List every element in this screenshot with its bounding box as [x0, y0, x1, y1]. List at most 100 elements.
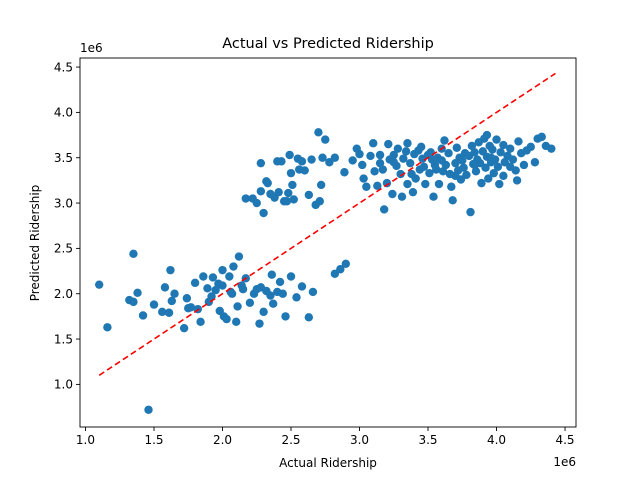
y-tick-label: 2.0	[54, 287, 73, 301]
data-point	[492, 135, 501, 144]
data-point	[149, 300, 159, 309]
data-point	[241, 194, 250, 203]
data-point	[499, 171, 508, 181]
data-point	[129, 297, 138, 307]
data-point	[426, 148, 435, 157]
data-point	[277, 157, 286, 166]
data-point	[514, 137, 523, 146]
data-point	[459, 163, 468, 172]
data-point	[208, 273, 218, 282]
data-point	[268, 299, 278, 308]
x-tick-label: 2.0	[213, 433, 232, 447]
data-point	[318, 153, 327, 162]
data-point	[267, 270, 277, 279]
data-point	[321, 135, 330, 144]
x-tick-label: 4.0	[487, 433, 506, 447]
y-tick-label: 2.5	[54, 242, 73, 256]
data-point	[429, 192, 438, 201]
data-point	[229, 262, 238, 271]
data-point	[547, 144, 556, 153]
data-point	[286, 168, 296, 178]
data-point	[315, 197, 324, 206]
data-point	[432, 165, 441, 174]
data-point	[408, 187, 418, 197]
data-point	[289, 195, 298, 204]
data-point	[233, 302, 242, 311]
data-point	[225, 272, 234, 281]
data-point	[158, 307, 167, 317]
data-point	[284, 188, 293, 198]
data-point	[440, 136, 449, 145]
y-tick-label: 1.5	[54, 332, 73, 346]
data-point	[471, 167, 481, 176]
data-point	[182, 294, 192, 303]
y-tick-label: 1.0	[54, 378, 73, 392]
data-point	[434, 179, 444, 189]
data-point	[526, 142, 535, 152]
data-point	[466, 207, 475, 217]
x-axis-label: Actual Ridership	[279, 456, 377, 470]
data-point	[203, 284, 212, 293]
y-axis-ticks: 1.0 1.5 2.0 2.5 3.0 3.5 4.0 4.5	[54, 60, 80, 392]
data-point	[403, 179, 412, 189]
data-point	[438, 167, 448, 176]
data-point	[512, 176, 522, 185]
x-axis-ticks: 1.0 1.5 2.0 2.5 3.0 3.5 4.0 4.5	[76, 427, 575, 447]
data-point	[401, 147, 411, 156]
data-point	[375, 158, 385, 168]
data-point	[406, 158, 415, 168]
data-point	[286, 272, 296, 281]
data-point	[355, 149, 364, 159]
data-point	[281, 312, 290, 321]
data-point	[477, 178, 486, 188]
data-point	[499, 140, 508, 150]
data-point	[375, 150, 385, 160]
data-point	[470, 148, 479, 157]
data-point	[274, 187, 283, 197]
data-point	[467, 141, 477, 151]
y-axis-label: Predicted Ridership	[28, 185, 42, 302]
chart-title: Actual vs Predicted Ridership	[222, 36, 434, 52]
data-point	[259, 307, 268, 317]
y-tick-label: 4.5	[54, 60, 73, 74]
data-point	[369, 139, 378, 148]
y-tick-label: 3.0	[54, 196, 73, 210]
data-point	[256, 158, 266, 168]
data-point	[222, 314, 231, 324]
data-point	[278, 289, 287, 298]
data-point	[382, 178, 392, 188]
data-point	[199, 272, 208, 281]
data-point	[470, 160, 479, 170]
data-point	[170, 289, 179, 298]
data-point	[211, 285, 220, 295]
data-point	[378, 165, 388, 174]
x-tick-label: 1.0	[76, 433, 95, 447]
data-point	[399, 154, 408, 163]
data-point	[362, 182, 371, 191]
data-point	[427, 155, 437, 164]
data-point	[297, 157, 307, 166]
data-point	[304, 190, 314, 200]
x-tick-label: 3.0	[350, 433, 369, 447]
data-point	[304, 313, 314, 322]
data-point	[144, 405, 153, 414]
data-point	[425, 168, 434, 178]
data-point	[138, 311, 148, 320]
data-point	[190, 278, 200, 288]
data-point	[530, 158, 540, 167]
x-tick-label: 2.5	[281, 433, 300, 447]
data-point	[393, 144, 403, 153]
data-point	[207, 292, 216, 301]
data-point	[441, 160, 451, 170]
data-points	[94, 128, 556, 414]
data-point	[252, 198, 261, 208]
data-point	[384, 139, 393, 149]
data-point	[506, 144, 515, 153]
data-point	[486, 153, 496, 162]
data-point	[482, 130, 492, 140]
data-point	[263, 178, 272, 188]
data-point	[179, 323, 189, 333]
x-tick-label: 1.5	[144, 433, 163, 447]
data-point	[341, 259, 351, 269]
